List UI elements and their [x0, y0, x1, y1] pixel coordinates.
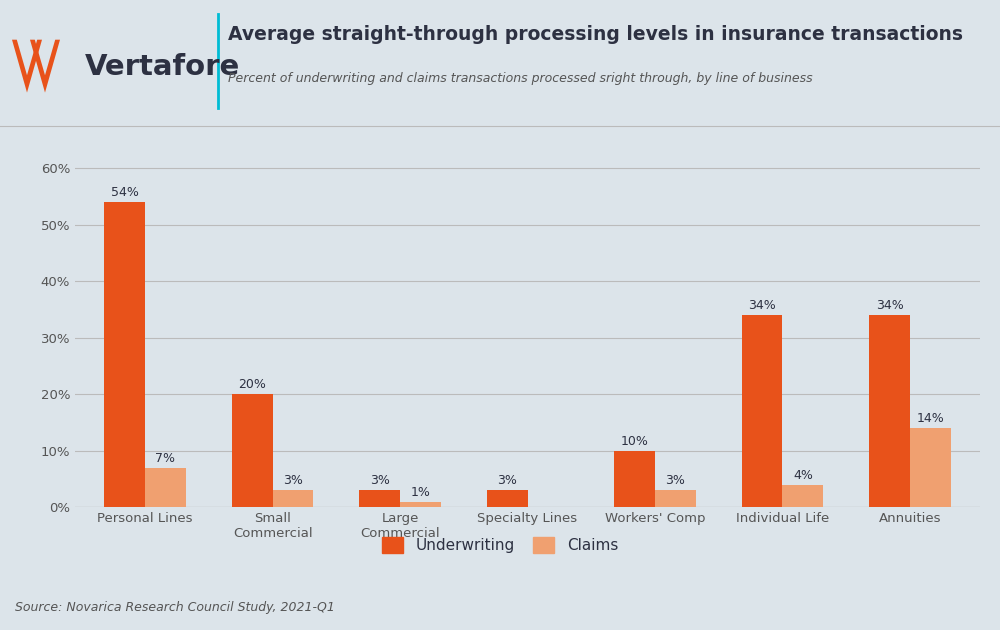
Polygon shape [12, 40, 42, 93]
Legend: Underwriting, Claims: Underwriting, Claims [377, 532, 623, 558]
Text: 4%: 4% [793, 469, 813, 482]
Text: 3%: 3% [665, 474, 685, 488]
Text: Vertafore: Vertafore [85, 54, 240, 81]
Text: 7%: 7% [156, 452, 176, 465]
Bar [359, 490, 400, 507]
Bar [487, 490, 528, 507]
Bar [104, 202, 145, 507]
Bar [910, 428, 951, 507]
Bar [273, 490, 313, 507]
Polygon shape [30, 40, 60, 93]
Text: 54%: 54% [111, 186, 139, 199]
Bar [869, 315, 910, 507]
Text: 14%: 14% [916, 412, 944, 425]
Text: Average straight-through processing levels in insurance transactions: Average straight-through processing leve… [228, 25, 963, 44]
Bar [614, 450, 655, 507]
Text: 1%: 1% [410, 486, 430, 499]
Bar [400, 501, 441, 507]
Text: 34%: 34% [876, 299, 903, 312]
Text: 20%: 20% [238, 379, 266, 391]
Text: Source: Novarica Research Council Study, 2021-Q1: Source: Novarica Research Council Study,… [15, 601, 335, 614]
Text: Percent of underwriting and claims transactions processed sright through, by lin: Percent of underwriting and claims trans… [228, 72, 813, 85]
Bar [782, 484, 823, 507]
Bar [232, 394, 273, 507]
Text: 3%: 3% [370, 474, 390, 488]
Bar [742, 315, 782, 507]
Text: 3%: 3% [283, 474, 303, 488]
Text: 34%: 34% [748, 299, 776, 312]
Text: 3%: 3% [497, 474, 517, 488]
Text: 10%: 10% [621, 435, 649, 448]
Bar [145, 467, 186, 507]
Bar [655, 490, 696, 507]
